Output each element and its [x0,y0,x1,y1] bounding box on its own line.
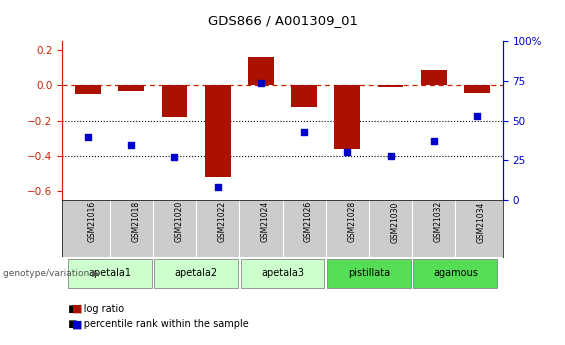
Bar [75,86,101,94]
Text: apetala2: apetala2 [175,268,218,278]
Text: GSM21018: GSM21018 [131,201,140,243]
Bar [248,57,274,86]
Point [299,129,308,135]
Text: GSM21032: GSM21032 [434,201,443,243]
Text: ■  percentile rank within the sample: ■ percentile rank within the sample [62,319,249,329]
Point [127,142,136,147]
Text: GSM21024: GSM21024 [261,201,270,243]
Point [257,80,266,86]
Bar [162,86,188,117]
Text: pistillata: pistillata [348,268,390,278]
Point [343,150,352,155]
Bar [377,86,403,87]
Point [170,155,179,160]
Bar [205,86,231,177]
Text: apetala1: apetala1 [88,268,131,278]
Text: GDS866 / A001309_01: GDS866 / A001309_01 [207,14,358,27]
Point [472,113,481,119]
Bar [154,259,238,288]
Bar [421,70,447,86]
Text: GSM21016: GSM21016 [88,201,97,243]
Bar [118,86,144,91]
Bar [241,259,324,288]
Text: ■: ■ [72,304,83,314]
Bar [414,259,497,288]
Bar [334,86,360,149]
Text: genotype/variation ▶: genotype/variation ▶ [3,269,99,278]
Bar [327,259,411,288]
Point [386,153,395,158]
Text: GSM21028: GSM21028 [347,201,357,243]
Point [429,139,438,144]
Text: apetala3: apetala3 [261,268,304,278]
Text: ■  log ratio: ■ log ratio [62,304,124,314]
Text: GSM21030: GSM21030 [390,201,399,243]
Bar [68,259,151,288]
Bar [464,86,490,92]
Text: GSM21026: GSM21026 [304,201,313,243]
Bar [291,86,317,107]
Text: agamous: agamous [433,268,478,278]
Text: ■: ■ [72,319,83,329]
Point [84,134,93,139]
Text: GSM21022: GSM21022 [218,201,227,243]
Text: GSM21034: GSM21034 [477,201,486,243]
Point [213,185,222,190]
Text: GSM21020: GSM21020 [175,201,184,243]
